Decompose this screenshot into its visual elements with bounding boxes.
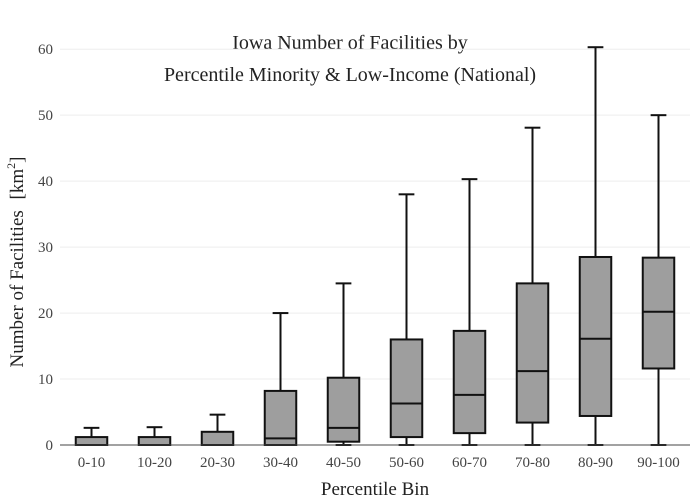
box-70-80 [515,126,550,446]
box-series [74,46,676,447]
y-axis-title-unit-superscript: 2 [4,163,18,169]
box-50-60 [389,193,424,446]
interquartile-box [326,376,361,443]
y-axis-title-unit-close: ] [7,157,28,163]
interquartile-box [137,436,172,446]
y-tick-label-10: 10 [38,372,53,388]
x-tick-label-40-50: 40-50 [326,455,361,471]
y-axis-title-unit: [km [7,169,28,200]
chart-title-line-2: Percentile Minority & Low-Income (Nation… [164,64,536,86]
box-0-10 [74,426,109,446]
interquartile-box [263,389,298,447]
x-tick-label-10-20: 10-20 [137,455,172,471]
box-20-30 [200,413,235,447]
y-tick-label-0: 0 [46,438,54,454]
x-tick-label-30-40: 30-40 [263,455,298,471]
x-tick-label-80-90: 80-90 [578,455,613,471]
box-10-20 [137,426,172,446]
box-30-40 [263,312,298,447]
y-tick-label-40: 40 [38,174,53,190]
x-tick-label-90-100: 90-100 [637,455,680,471]
x-axis-title: Percentile Bin [321,479,430,500]
x-tick-label-20-30: 20-30 [200,455,235,471]
y-axis-title-text: Number of Facilities [7,210,28,367]
y-tick-label-60: 60 [38,42,53,58]
box-80-90 [578,46,613,446]
x-axis-tick-labels: 0-10 10-20 20-30 30-40 40-50 50-60 60-70 70-80 8… [78,455,680,471]
chart-title-line-1: Iowa Number of Facilities by [232,32,468,54]
y-tick-label-50: 50 [38,108,53,124]
y-tick-label-30: 30 [38,240,53,256]
x-tick-label-50-60: 50-60 [389,455,424,471]
interquartile-box [389,338,424,439]
box-60-70 [452,178,487,446]
x-tick-label-60-70: 60-70 [452,455,487,471]
interquartile-box [641,256,676,370]
interquartile-box [452,329,487,435]
interquartile-box [578,255,613,417]
x-tick-label-70-80: 70-80 [515,455,550,471]
y-tick-label-20: 20 [38,306,53,322]
box-40-50 [326,282,361,446]
y-axis-tick-labels: 0 10 20 30 40 50 60 [38,42,53,454]
y-axis-title: Number of Facilities [km2] [4,157,28,368]
x-tick-label-0-10: 0-10 [78,455,106,471]
interquartile-box [200,430,235,447]
interquartile-box [515,282,550,424]
interquartile-box [74,436,109,446]
box-90-100 [641,114,676,446]
